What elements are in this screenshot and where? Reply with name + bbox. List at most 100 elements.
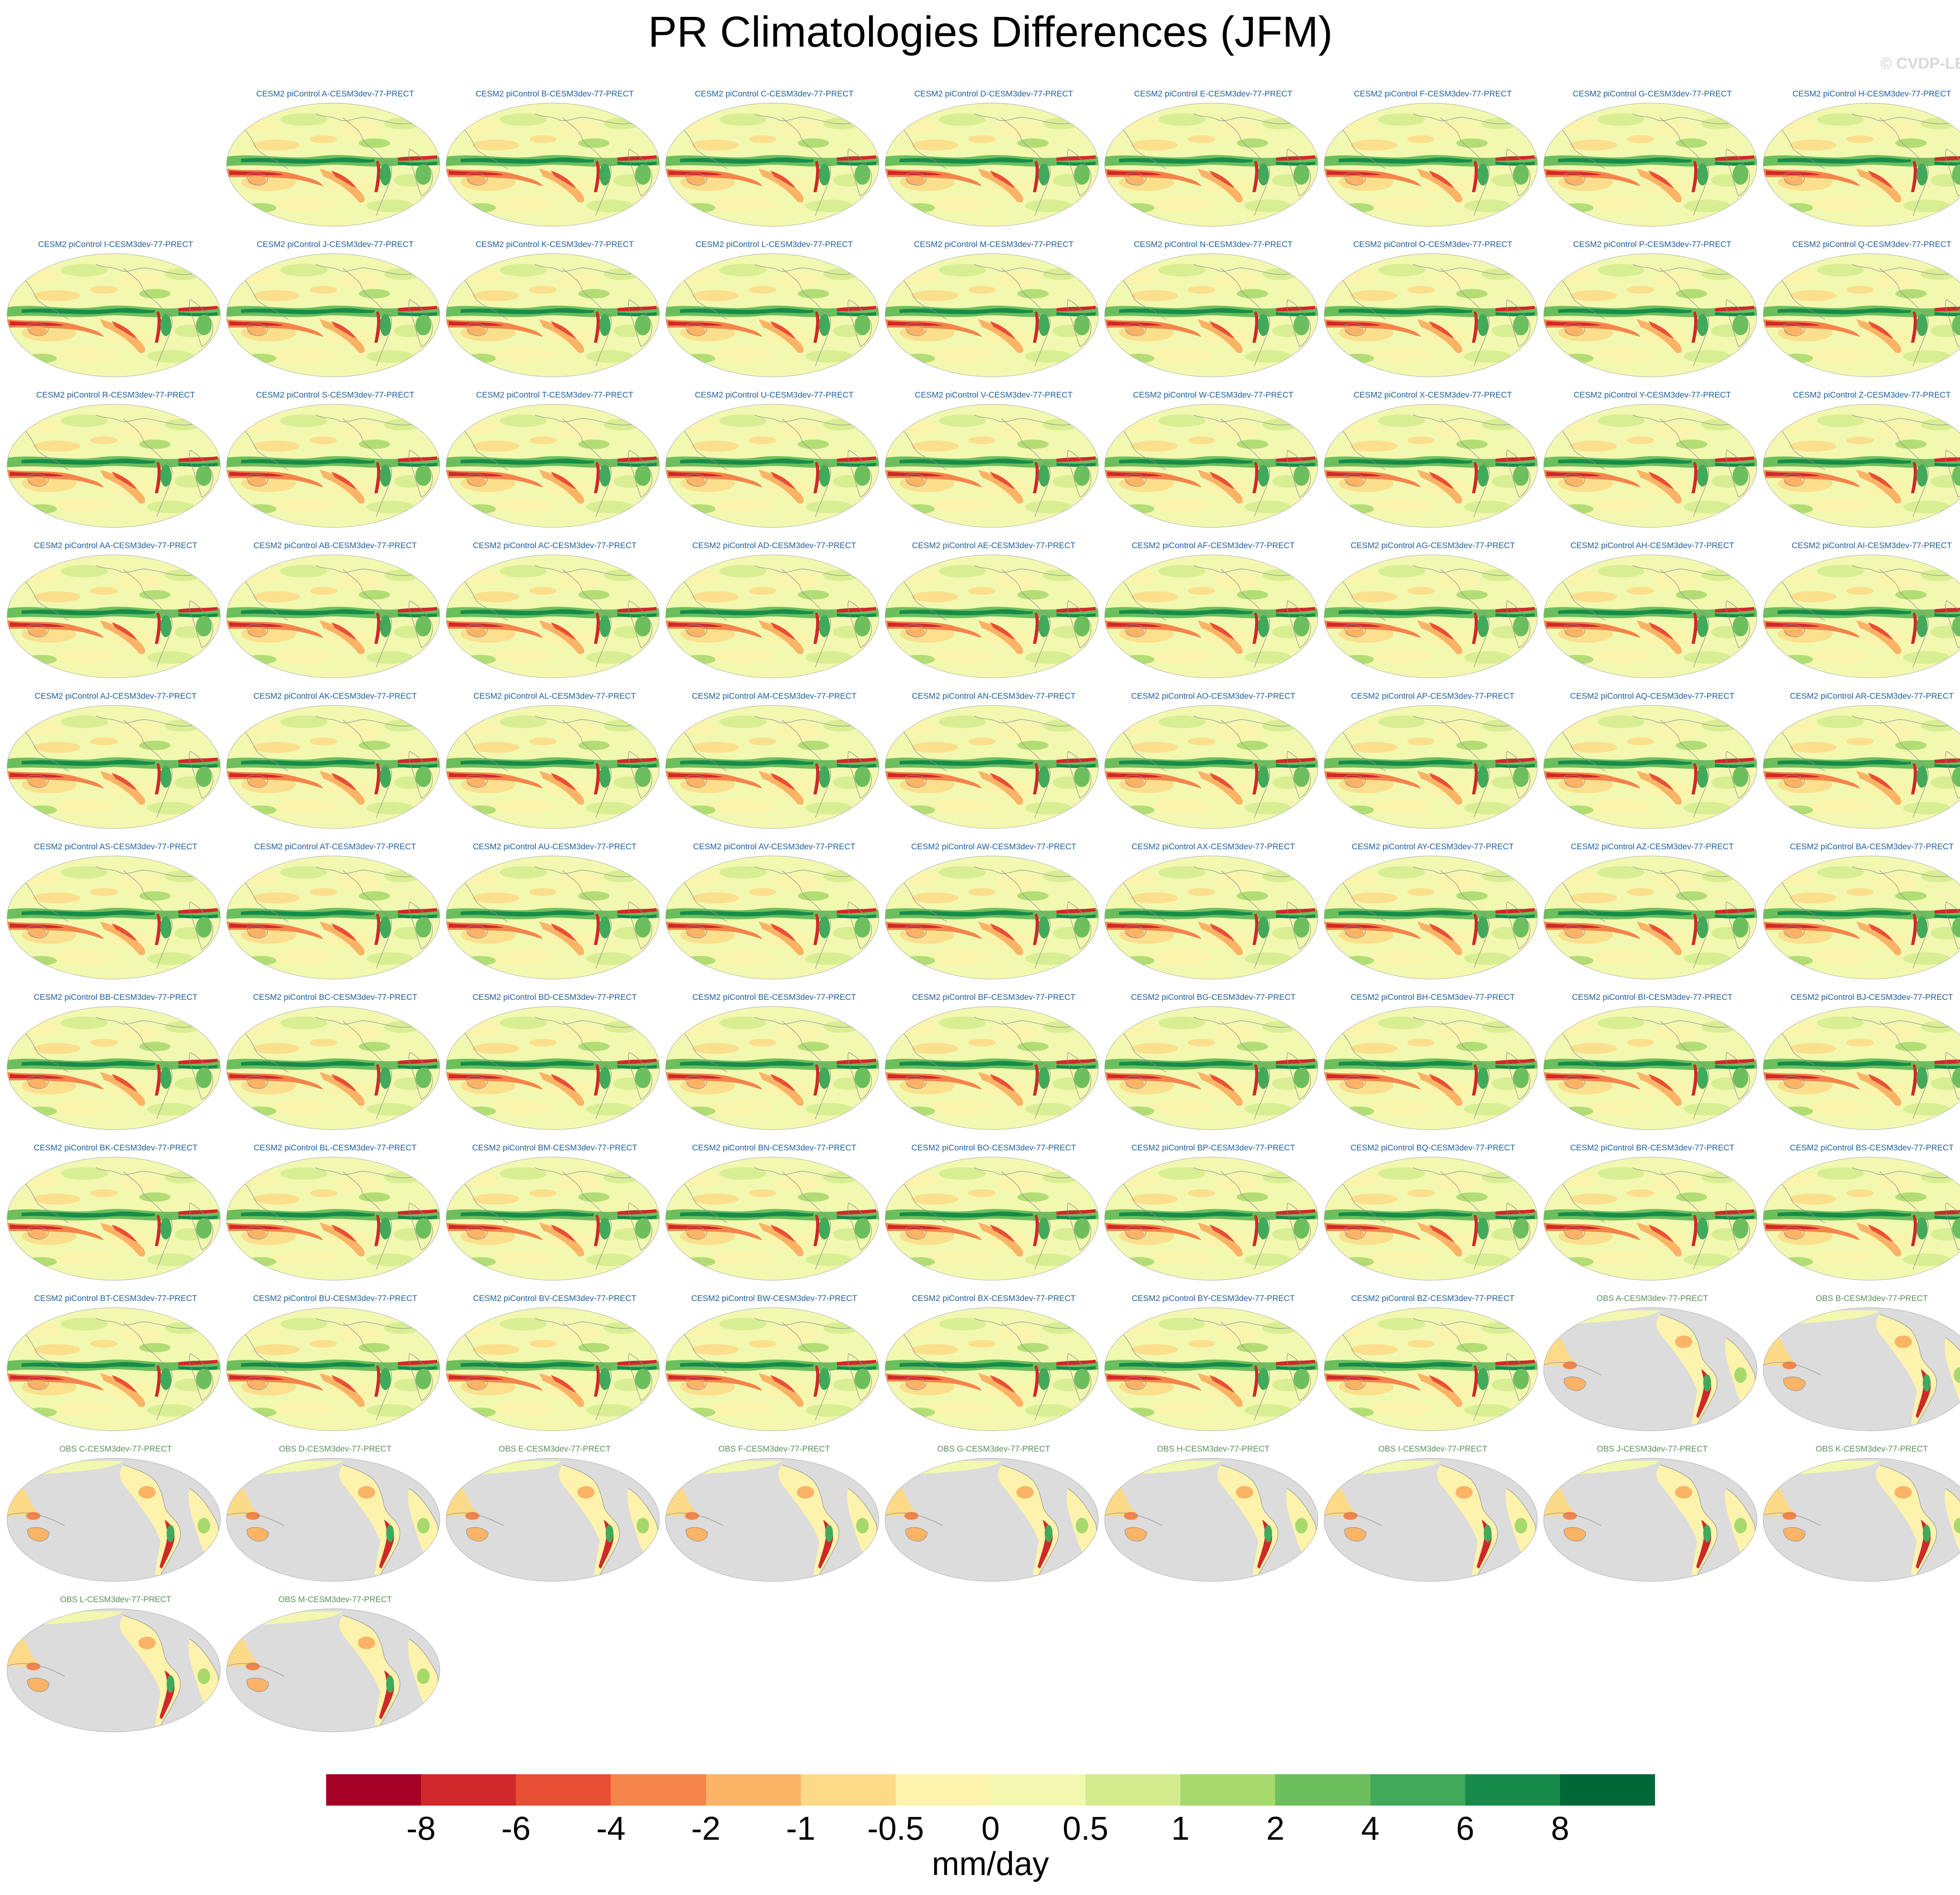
map-plot xyxy=(665,554,879,678)
panel-title: CESM2 piControl AW-CESM3dev-77-PRECT xyxy=(911,842,1076,851)
map-plot xyxy=(446,253,660,377)
model-map-panel: CESM2 piControl U-CESM3dev-77-PRECT xyxy=(664,391,884,540)
colorbar-segment xyxy=(326,1774,421,1806)
panel-title: CESM2 piControl W-CESM3dev-77-PRECT xyxy=(1133,391,1294,400)
model-map-panel: CESM2 piControl AE-CESM3dev-77-PRECT xyxy=(884,541,1103,691)
map-plot xyxy=(665,404,879,528)
model-map-panel: CESM2 piControl AH-CESM3dev-77-PRECT xyxy=(1543,541,1762,691)
model-map-panel: CESM2 piControl AX-CESM3dev-77-PRECT xyxy=(1103,842,1323,992)
map-plot xyxy=(885,856,1099,979)
model-map-panel: CESM2 piControl X-CESM3dev-77-PRECT xyxy=(1323,391,1543,540)
model-map-panel: CESM2 piControl BM-CESM3dev-77-PRECT xyxy=(445,1143,664,1293)
panel-title: CESM2 piControl T-CESM3dev-77-PRECT xyxy=(476,391,633,400)
panel-title: OBS L-CESM3dev-77-PRECT xyxy=(60,1595,171,1604)
map-plot xyxy=(885,554,1099,678)
panel-title: CESM2 piControl BM-CESM3dev-77-PRECT xyxy=(472,1143,637,1152)
colorbar-segment xyxy=(706,1774,801,1806)
map-plot xyxy=(1104,1458,1318,1582)
panel-title: CESM2 piControl Z-CESM3dev-77-PRECT xyxy=(1793,391,1951,400)
map-plot xyxy=(7,1006,221,1130)
model-map-panel: CESM2 piControl D-CESM3dev-77-PRECT xyxy=(884,89,1103,239)
model-map-panel: CESM2 piControl E-CESM3dev-77-PRECT xyxy=(1103,89,1323,239)
colorbar-tick-label: -1 xyxy=(786,1810,816,1847)
colorbar-tick-label: 2 xyxy=(1266,1810,1285,1847)
panel-title: CESM2 piControl AY-CESM3dev-77-PRECT xyxy=(1352,842,1514,851)
model-map-panel: CESM2 piControl BR-CESM3dev-77-PRECT xyxy=(1543,1143,1762,1293)
model-map-panel: CESM2 piControl AK-CESM3dev-77-PRECT xyxy=(225,692,445,841)
obs-map-panel: OBS E-CESM3dev-77-PRECT xyxy=(445,1444,664,1594)
map-plot xyxy=(226,1458,440,1582)
colorbar-tick-label: 0.5 xyxy=(1062,1810,1109,1847)
model-map-panel: CESM2 piControl BK-CESM3dev-77-PRECT xyxy=(6,1143,225,1293)
panel-title: CESM2 piControl A-CESM3dev-77-PRECT xyxy=(256,89,414,98)
model-map-panel: CESM2 piControl BG-CESM3dev-77-PRECT xyxy=(1103,993,1323,1143)
map-plot xyxy=(1763,103,1960,227)
panel-title: CESM2 piControl AN-CESM3dev-77-PRECT xyxy=(912,692,1076,701)
map-plot xyxy=(1324,856,1538,979)
model-map-panel: CESM2 piControl BB-CESM3dev-77-PRECT xyxy=(6,993,225,1143)
map-plot xyxy=(446,705,660,829)
model-map-panel: CESM2 piControl S-CESM3dev-77-PRECT xyxy=(225,391,445,540)
panel-title: CESM2 piControl M-CESM3dev-77-PRECT xyxy=(914,240,1074,249)
map-plot xyxy=(226,856,440,979)
model-map-panel: CESM2 piControl AW-CESM3dev-77-PRECT xyxy=(884,842,1103,992)
panel-title: OBS M-CESM3dev-77-PRECT xyxy=(278,1595,392,1604)
panel-title: OBS K-CESM3dev-77-PRECT xyxy=(1816,1444,1928,1453)
model-map-panel: CESM2 piControl M-CESM3dev-77-PRECT xyxy=(884,240,1103,390)
colorbar-tick-label: 4 xyxy=(1361,1810,1379,1847)
panel-title: CESM2 piControl AQ-CESM3dev-77-PRECT xyxy=(1570,692,1735,701)
model-map-panel: CESM2 piControl F-CESM3dev-77-PRECT xyxy=(1323,89,1543,239)
map-plot xyxy=(665,856,879,979)
map-plot xyxy=(665,705,879,829)
map-plot xyxy=(885,103,1099,227)
model-map-panel: CESM2 piControl BX-CESM3dev-77-PRECT xyxy=(884,1294,1103,1444)
map-plot xyxy=(1324,1006,1538,1130)
map-plot xyxy=(1104,404,1318,528)
colorbar xyxy=(326,1774,1655,1806)
map-plot xyxy=(1763,404,1960,528)
panel-title: CESM2 piControl X-CESM3dev-77-PRECT xyxy=(1354,391,1512,400)
panel-title: CESM2 piControl BT-CESM3dev-77-PRECT xyxy=(34,1294,197,1303)
model-map-panel: CESM2 piControl BY-CESM3dev-77-PRECT xyxy=(1103,1294,1323,1444)
model-map-panel: CESM2 piControl A-CESM3dev-77-PRECT xyxy=(225,89,445,239)
panel-title: CESM2 piControl AZ-CESM3dev-77-PRECT xyxy=(1571,842,1734,851)
panel-title: CESM2 piControl BN-CESM3dev-77-PRECT xyxy=(692,1143,857,1152)
map-plot xyxy=(1104,253,1318,377)
map-plot xyxy=(226,404,440,528)
panel-title: CESM2 piControl BK-CESM3dev-77-PRECT xyxy=(34,1143,198,1152)
model-map-panel: CESM2 piControl AM-CESM3dev-77-PRECT xyxy=(664,692,884,841)
map-plot xyxy=(1104,1006,1318,1130)
panel-title: OBS C-CESM3dev-77-PRECT xyxy=(59,1444,172,1453)
model-map-panel: CESM2 piControl AD-CESM3dev-77-PRECT xyxy=(664,541,884,691)
model-map-panel: CESM2 piControl AL-CESM3dev-77-PRECT xyxy=(445,692,664,841)
panel-title: OBS D-CESM3dev-77-PRECT xyxy=(279,1444,392,1453)
panel-title: CESM2 piControl AF-CESM3dev-77-PRECT xyxy=(1132,541,1295,550)
panel-title: CESM2 piControl O-CESM3dev-77-PRECT xyxy=(1353,240,1513,249)
map-plot xyxy=(885,1157,1099,1281)
model-map-panel: CESM2 piControl R-CESM3dev-77-PRECT xyxy=(6,391,225,540)
colorbar-segment xyxy=(895,1774,991,1806)
panel-title: CESM2 piControl AC-CESM3dev-77-PRECT xyxy=(473,541,637,550)
panel-title: CESM2 piControl AU-CESM3dev-77-PRECT xyxy=(473,842,637,851)
model-map-panel: CESM2 piControl AC-CESM3dev-77-PRECT xyxy=(445,541,664,691)
panel-title: CESM2 piControl BS-CESM3dev-77-PRECT xyxy=(1790,1143,1954,1152)
model-map-panel: CESM2 piControl AU-CESM3dev-77-PRECT xyxy=(445,842,664,992)
obs-map-panel: OBS J-CESM3dev-77-PRECT xyxy=(1543,1444,1762,1594)
map-plot xyxy=(1104,856,1318,979)
map-plot xyxy=(1763,554,1960,678)
map-plot xyxy=(446,1006,660,1130)
model-map-panel: CESM2 piControl BS-CESM3dev-77-PRECT xyxy=(1762,1143,1960,1293)
panel-title: CESM2 piControl BE-CESM3dev-77-PRECT xyxy=(692,993,856,1002)
obs-map-panel: OBS H-CESM3dev-77-PRECT xyxy=(1103,1444,1323,1594)
colorbar-tick-label: -2 xyxy=(691,1810,720,1847)
panel-title: CESM2 piControl AM-CESM3dev-77-PRECT xyxy=(691,692,857,701)
map-plot xyxy=(1104,554,1318,678)
watermark: © CVDP-LE xyxy=(1880,55,1960,72)
map-plot xyxy=(1104,1307,1318,1431)
colorbar-segment xyxy=(991,1774,1086,1806)
panel-title: CESM2 piControl BX-CESM3dev-77-PRECT xyxy=(912,1294,1076,1303)
model-map-panel: CESM2 piControl BN-CESM3dev-77-PRECT xyxy=(664,1143,884,1293)
colorbar-segment xyxy=(1085,1774,1181,1806)
panel-title: CESM2 piControl BJ-CESM3dev-77-PRECT xyxy=(1790,993,1953,1002)
map-plot xyxy=(885,705,1099,829)
